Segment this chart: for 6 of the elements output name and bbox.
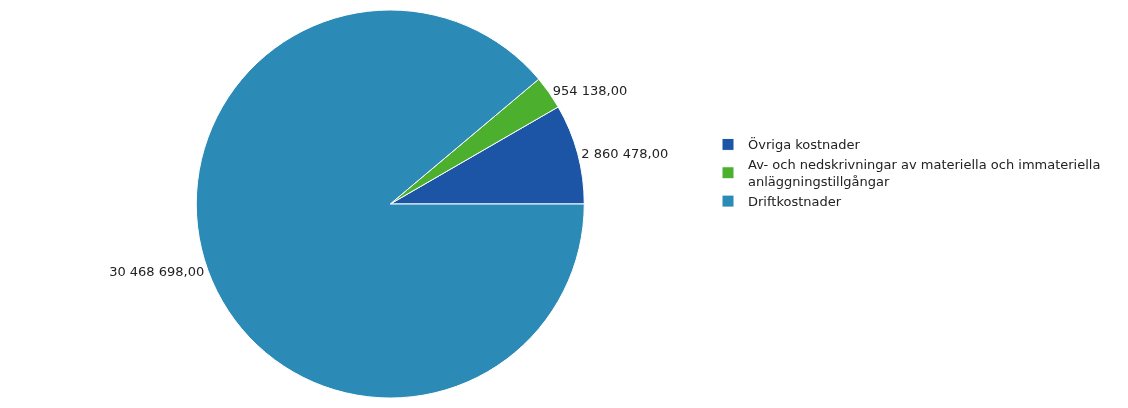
legend-label: Driftkostnader [748,194,842,210]
data-label: 2 860 478,00 [581,145,669,161]
data-label: 30 468 698,00 [109,263,205,279]
legend-label: Övriga kostnader [748,136,861,153]
data-label: 954 138,00 [552,82,628,98]
legend-label: Av- och nedskrivningar av materiella och immateriella anläggningstillgångar [748,157,1101,190]
